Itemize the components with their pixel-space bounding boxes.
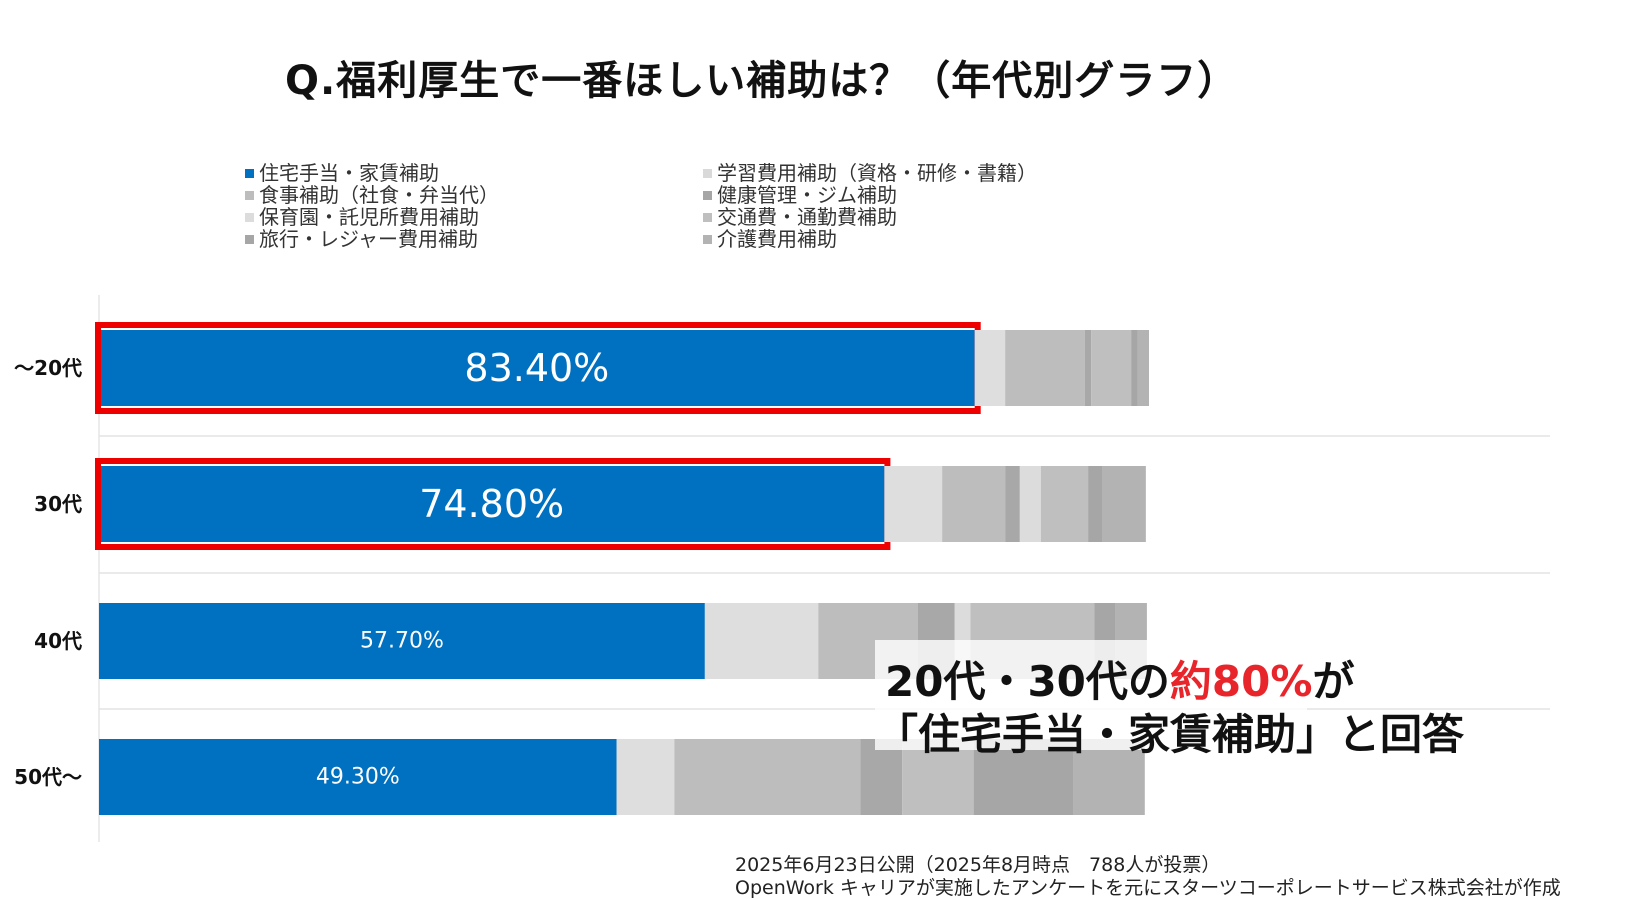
legend-right: 学習費用補助（資格・研修・書籍） 健康管理・ジム補助 交通費・通勤費補助 介護費用補助 [703, 162, 1037, 250]
bar-segment [1091, 330, 1132, 406]
legend-swatch [703, 190, 712, 200]
legend-label: 介護費用補助 [717, 227, 837, 251]
bar-segment [860, 739, 903, 815]
bar-segment [942, 466, 1006, 542]
legend-item: 介護費用補助 [703, 228, 1037, 250]
bar-segment [974, 330, 1006, 406]
bar-segment [1005, 466, 1020, 542]
bar-segment [99, 330, 975, 406]
data-label: 83.40% [464, 346, 609, 390]
legend-label: 学習費用補助（資格・研修・書籍） [717, 161, 1037, 185]
bar-segment [902, 739, 974, 815]
data-label: 57.70% [360, 629, 444, 654]
legend-item: 学習費用補助（資格・研修・書籍） [703, 162, 1037, 184]
bar-segment [616, 739, 675, 815]
legend-item: 交通費・通勤費補助 [703, 206, 1037, 228]
legend-label: 旅行・レジャー費用補助 [259, 227, 478, 251]
legend-left: 住宅手当・家賃補助 食事補助（社食・弁当代） 保育園・託児所費用補助 旅行・レジャー費… [245, 162, 499, 250]
footer-date-note: 2025年6月23日公開（2025年8月時点 788人が投票） [735, 854, 1221, 876]
legend-item: 健康管理・ジム補助 [703, 184, 1037, 206]
data-label: 74.80% [419, 482, 564, 526]
bar-segment [1005, 330, 1085, 406]
legend-label: 食事補助（社食・弁当代） [259, 183, 499, 207]
callout-text: が [1312, 657, 1355, 706]
category-label: 30代 [34, 492, 82, 516]
legend-item: 食事補助（社食・弁当代） [245, 184, 499, 206]
legend-label: 交通費・通勤費補助 [717, 205, 897, 229]
bar-segment [884, 466, 943, 542]
bar-segment [1073, 739, 1145, 815]
callout-box [875, 640, 1307, 750]
bar-segment [1102, 466, 1146, 542]
bar-segment [704, 603, 819, 679]
category-label: 50代～ [14, 765, 82, 789]
bar-segment [1137, 330, 1149, 406]
bar-segment [1019, 466, 1041, 542]
category-label: ～20代 [14, 356, 82, 380]
legend-swatch [245, 212, 254, 222]
callout-line-1: 20代・30代の約80%が [885, 648, 1354, 709]
bar-segment [1040, 466, 1089, 542]
footer-source-note: OpenWork キャリアが実施したアンケートを元にスターツコーポレートサービス… [735, 877, 1561, 899]
legend-label: 住宅手当・家賃補助 [259, 161, 439, 185]
legend-item: 旅行・レジャー費用補助 [245, 228, 499, 250]
legend-swatch [245, 234, 254, 244]
callout-text: 20代・30代の [885, 657, 1170, 706]
bar-segment [99, 603, 705, 679]
chart-title: Q.福利厚生で一番ほしい補助は？（年代別グラフ） [285, 58, 1239, 104]
legend-item: 住宅手当・家賃補助 [245, 162, 499, 184]
legend-label: 健康管理・ジム補助 [717, 183, 897, 207]
callout-line-2: 「住宅手当・家賃補助」と回答 [876, 710, 1465, 759]
data-label: 49.30% [316, 765, 400, 790]
bar-segment [973, 739, 1074, 815]
legend-swatch [703, 168, 712, 178]
bar-segment [99, 739, 617, 815]
legend-label: 保育園・託児所費用補助 [259, 205, 479, 229]
bar-segment [1088, 466, 1103, 542]
category-label: 40代 [34, 629, 82, 653]
legend-swatch [245, 190, 254, 200]
legend-swatch [703, 212, 712, 222]
bar-segment [1084, 330, 1092, 406]
bar-segment [1131, 330, 1138, 406]
legend-item: 保育園・託児所費用補助 [245, 206, 499, 228]
legend-swatch [245, 168, 254, 178]
legend-swatch [703, 234, 712, 244]
bar-segment [674, 739, 861, 815]
callout-emphasis: 約80% [1169, 657, 1313, 706]
bar-segment [99, 466, 885, 542]
